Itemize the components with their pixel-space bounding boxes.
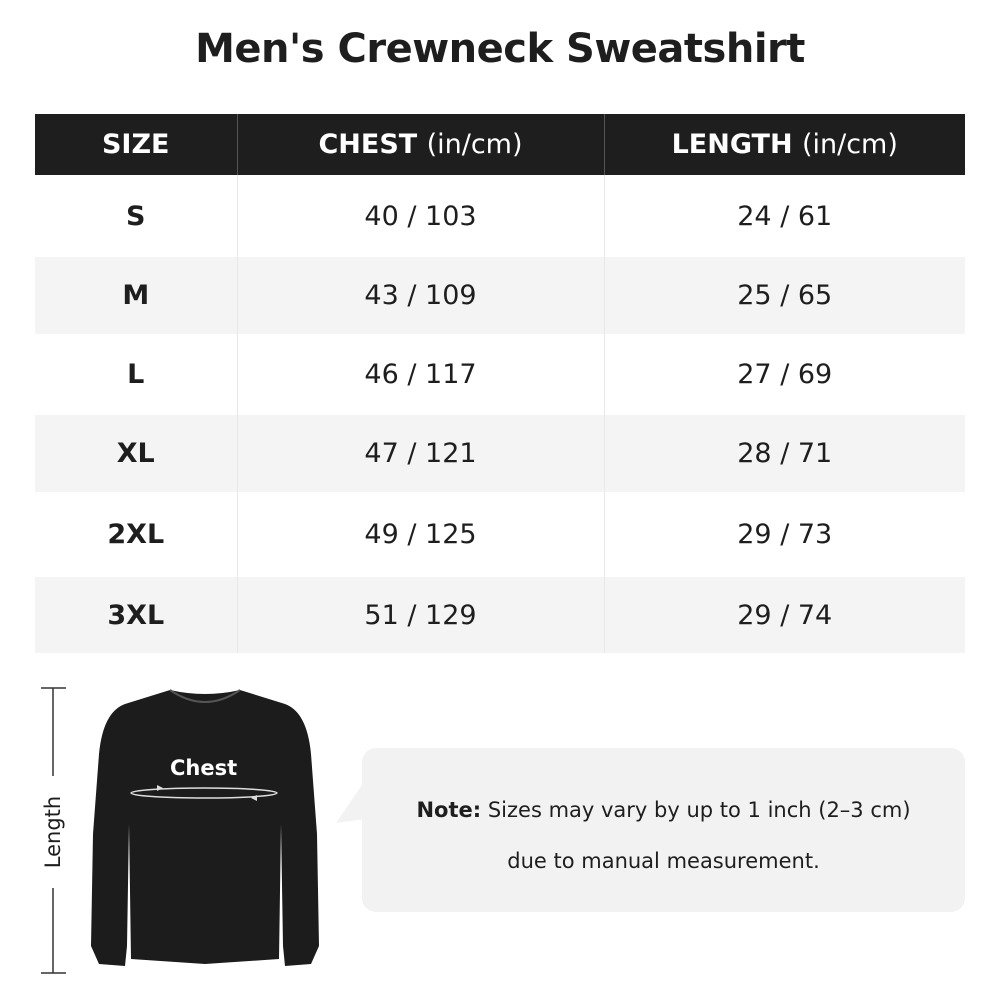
chest-cell: 51 / 129: [237, 577, 605, 653]
chest-cell: 43 / 109: [237, 257, 605, 334]
header-label: CHEST: [318, 129, 418, 160]
table-row: S 40 / 103 24 / 61: [35, 175, 965, 257]
size-table: SIZE CHEST (in/cm) LENGTH (in/cm) S 40 / …: [35, 114, 965, 653]
header-label: LENGTH: [671, 129, 793, 160]
table-row: 3XL 51 / 129 29 / 74: [35, 577, 965, 653]
table-row: L 46 / 117 27 / 69: [35, 334, 965, 415]
chest-cell: 49 / 125: [237, 492, 605, 577]
size-cell: 3XL: [35, 577, 238, 653]
length-cell: 24 / 61: [737, 200, 833, 232]
note-label: Note:: [416, 798, 482, 822]
size-cell: M: [35, 257, 238, 334]
table-row: XL 47 / 121 28 / 71: [35, 415, 965, 492]
header-label: SIZE: [101, 129, 170, 160]
chest-cell: 47 / 121: [237, 415, 605, 492]
table-row: M 43 / 109 25 / 65: [35, 257, 965, 334]
length-label: Length: [41, 795, 65, 869]
table-header: SIZE CHEST (in/cm) LENGTH (in/cm): [35, 114, 965, 175]
note-box: Note: Sizes may vary by up to 1 inch (2–…: [362, 748, 965, 912]
note-line-1: Note: Sizes may vary by up to 1 inch (2–…: [362, 798, 965, 822]
length-measure-line: [41, 687, 66, 974]
length-cell: 25 / 65: [604, 257, 965, 334]
sweatshirt-image: [91, 689, 319, 966]
header-length: LENGTH (in/cm): [604, 114, 965, 175]
chest-cell: 40 / 103: [237, 175, 605, 257]
size-cell: XL: [35, 415, 238, 492]
header-size: SIZE: [35, 114, 238, 175]
length-cell: 28 / 71: [604, 415, 965, 492]
length-cell: 29 / 73: [737, 519, 833, 550]
length-cell: 27 / 69: [737, 359, 833, 390]
page-title: Men's Crewneck Sweatshirt: [195, 26, 805, 72]
chest-cell: 46 / 117: [237, 334, 605, 415]
header-chest: CHEST (in/cm): [237, 114, 605, 175]
length-cell: 29 / 74: [604, 577, 965, 653]
size-cell: 2XL: [35, 492, 238, 577]
table-row: 2XL 49 / 125 29 / 73: [35, 492, 965, 577]
note-line-2: due to manual measurement.: [507, 849, 820, 873]
header-unit: (in/cm): [426, 129, 523, 160]
speech-bubble-tail: [336, 785, 366, 823]
header-unit: (in/cm): [801, 129, 898, 160]
size-cell: L: [35, 334, 238, 415]
size-cell: S: [35, 175, 238, 257]
chest-label: Chest: [170, 756, 238, 780]
note-text: Sizes may vary by up to 1 inch (2–3 cm): [487, 798, 911, 822]
